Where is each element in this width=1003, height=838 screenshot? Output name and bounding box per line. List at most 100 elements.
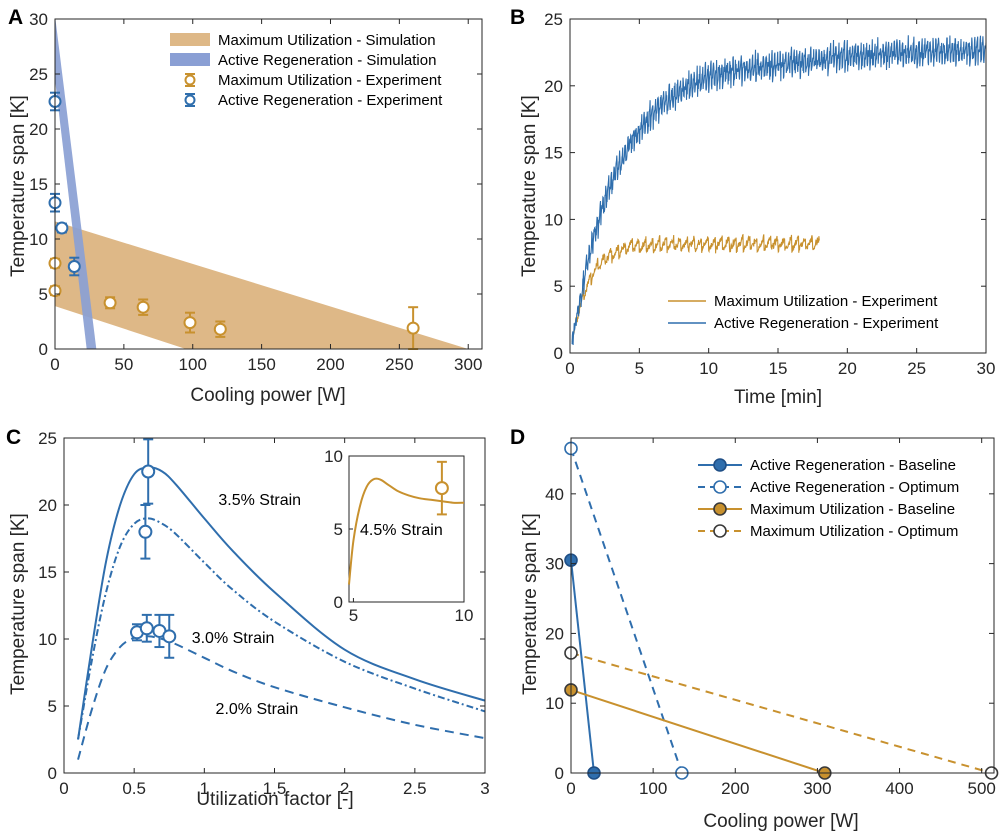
panel-a-legend: Maximum Utilization - Simulation Active R…: [170, 32, 443, 109]
panel-b-xlabel: Time [min]: [734, 387, 822, 408]
legend-marker-active-exp: [184, 93, 196, 107]
max-utilization-experiment-point: [103, 296, 117, 310]
inset-y-tick-label: 5: [334, 520, 343, 539]
legend-label: Active Regeneration - Simulation: [218, 52, 436, 69]
inset-experiment-point: [434, 460, 449, 516]
inset-y-tick-label: 0: [334, 593, 343, 612]
inset-frame: [348, 455, 465, 603]
legend-label: Active Regeneration - Baseline: [750, 457, 956, 474]
y-tick-label: 0: [554, 344, 563, 363]
panel-d-label: D: [510, 426, 525, 449]
x-tick-label: 200: [316, 355, 344, 374]
line-maximum-utilization-optimum: [570, 651, 992, 774]
strain-annotation: 2.0% Strain: [216, 701, 299, 718]
y-tick-label: 20: [545, 624, 564, 643]
legend-marker: [713, 480, 727, 494]
panel-c-ylabel: Temperature span [K]: [8, 513, 29, 695]
data-point-marker: [184, 94, 196, 106]
legend-marker: [713, 502, 727, 516]
data-point-marker: [434, 481, 449, 496]
data-point-marker: [67, 260, 81, 273]
data-point-marker: [162, 629, 177, 644]
legend-swatch-active-sim: [170, 53, 210, 66]
data-point-marker: [138, 524, 153, 539]
x-tick-label: 0: [566, 779, 575, 798]
legend-label: Maximum Utilization - Simulation: [218, 32, 436, 49]
y-tick-label: 5: [48, 697, 57, 716]
inset-x-tick-label: 5: [349, 606, 358, 625]
x-tick-label: 2.5: [403, 779, 427, 798]
max-utilization-experiment-point: [136, 298, 150, 316]
inset-y-tick-label: 10: [324, 447, 343, 466]
panel-d-axes-frame: [570, 437, 995, 774]
panel-a-label: A: [8, 6, 23, 29]
active-regeneration-experiment-point: [67, 256, 81, 277]
x-tick-label: 50: [114, 355, 133, 374]
data-point-marker: [136, 300, 150, 314]
line-maximum-utilization-baseline: [570, 688, 826, 774]
panel-d-xlabel: Cooling power [W]: [703, 811, 858, 832]
x-tick-label: 2: [340, 779, 349, 798]
y-tick-label: 25: [38, 429, 57, 448]
max-utilization-experiment-line: [571, 233, 820, 343]
strain-annotation: 3.5% Strain: [218, 492, 301, 509]
legend-swatch-max-sim: [170, 33, 210, 46]
x-tick-label: 0: [565, 359, 574, 378]
x-tick-label: 500: [967, 779, 995, 798]
x-tick-label: 1.5: [263, 779, 287, 798]
x-tick-label: 20: [838, 359, 857, 378]
data-point-marker: [139, 621, 154, 636]
y-tick-label: 20: [38, 496, 57, 515]
x-tick-label: 300: [803, 779, 831, 798]
x-tick-label: 100: [179, 355, 207, 374]
x-tick-label: 25: [907, 359, 926, 378]
line-active-regeneration-baseline: [570, 560, 595, 774]
panel-c-label: C: [6, 426, 21, 449]
y-tick-label: 0: [39, 340, 48, 359]
x-tick-label: 0: [59, 779, 68, 798]
panel-d-legend: Active Regeneration - Baseline Active Reg…: [698, 457, 959, 540]
x-tick-label: 0.5: [122, 779, 146, 798]
max-utilization-simulation-band: [55, 221, 469, 349]
panel-a-xlabel: Cooling power [W]: [190, 385, 345, 406]
panel-b-ticks: 0 5 10 15 20 25 30 0 5 10 15 20 25: [544, 10, 995, 378]
y-tick-label: 20: [544, 77, 563, 96]
inset-strain-label: 4.5% Strain: [360, 522, 443, 539]
x-tick-label: 150: [247, 355, 275, 374]
active-regeneration-experiment-line: [571, 35, 987, 346]
x-tick-label: 300: [454, 355, 482, 374]
legend-label: Maximum Utilization - Optimum: [750, 523, 958, 540]
x-tick-label: 0: [50, 355, 59, 374]
x-tick-label: 10: [699, 359, 718, 378]
legend-marker: [713, 458, 727, 472]
legend-label: Active Regeneration - Experiment: [218, 92, 443, 109]
data-point-marker: [103, 296, 117, 310]
panel-b-label: B: [510, 6, 525, 29]
legend-marker: [713, 524, 727, 538]
data-point-marker: [183, 316, 197, 330]
y-tick-label: 10: [544, 210, 563, 229]
y-tick-label: 5: [39, 285, 48, 304]
strain-curve-20: [77, 635, 486, 760]
panel-b: B 0 5 10 15 20 25 30 0 5 10 15 20 25 Time [min] Temp…: [510, 6, 995, 408]
line-active-regeneration-optimum: [570, 448, 683, 774]
y-tick-label: 0: [555, 764, 564, 783]
y-tick-label: 30: [545, 555, 564, 574]
legend-label: Active Regeneration - Experiment: [714, 315, 939, 332]
strain-curve-35: [77, 466, 486, 740]
y-tick-label: 15: [38, 563, 57, 582]
y-tick-label: 5: [554, 277, 563, 296]
legend-marker-max-exp: [184, 73, 196, 87]
x-tick-label: 250: [385, 355, 413, 374]
y-tick-label: 15: [29, 175, 48, 194]
y-tick-label: 40: [545, 485, 564, 504]
y-tick-label: 20: [29, 120, 48, 139]
x-tick-label: 400: [885, 779, 913, 798]
max-utilization-experiment-point: [183, 311, 197, 334]
panel-d: D 0 100 200 300 400 500 0 10 20 30 40 Cooling powe…: [510, 426, 999, 832]
data-point-marker: [141, 464, 156, 479]
